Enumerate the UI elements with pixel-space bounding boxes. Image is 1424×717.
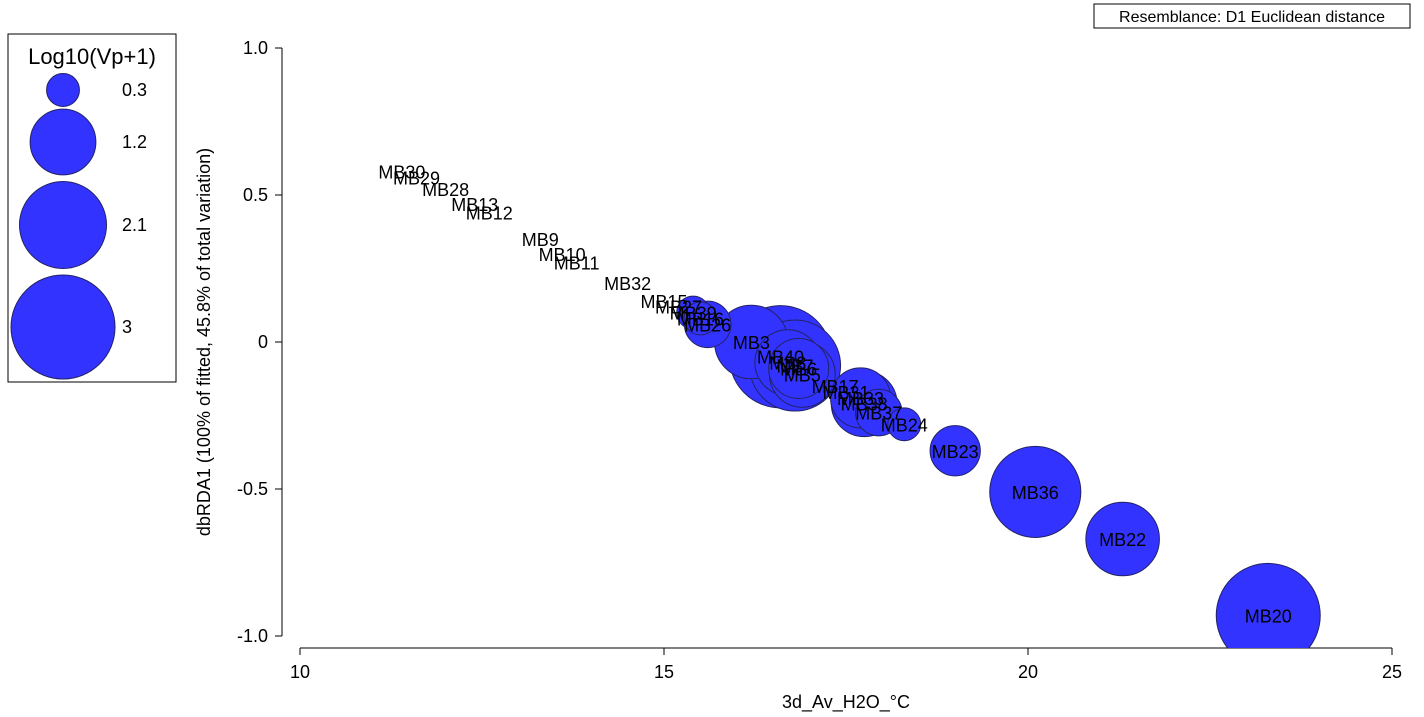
point-label: MB15 [640, 292, 687, 312]
legend-label: 3 [122, 317, 132, 337]
point-label: MB33 [837, 389, 884, 409]
point-label: MB6 [780, 359, 817, 379]
point-label: MB39 [670, 304, 717, 324]
point-label: MB40 [757, 348, 804, 368]
point-label: MB30 [378, 162, 425, 182]
point-label: MB8 [769, 354, 806, 374]
legend-entries: 0.3 1.2 2.1 3 [10, 73, 147, 380]
legend-label: 2.1 [122, 215, 147, 235]
legend-bubble [29, 108, 97, 176]
y-tick-label: 0.5 [243, 185, 268, 205]
point-label: MB7 [777, 357, 814, 377]
legend-label: 1.2 [122, 132, 147, 152]
legend: Log10(Vp+1) 0.3 1.2 2.1 3 [7, 33, 177, 383]
legend-bubble [18, 180, 108, 270]
point-label: MB29 [393, 168, 440, 188]
y-ticks: 1.0 0.5 0 -0.5 -1.0 [237, 38, 282, 646]
data-bubble [683, 301, 718, 336]
data-bubble [1085, 501, 1160, 577]
point-label: MB12 [466, 204, 513, 224]
point-label: MB13 [451, 195, 498, 215]
point-label: MB11 [554, 254, 600, 274]
point-label: MB17 [812, 377, 859, 397]
resemblance-annotation: Resemblance: D1 Euclidean distance [1093, 3, 1411, 29]
legend-label: 0.3 [122, 80, 147, 100]
y-tick-label: 1.0 [243, 38, 268, 58]
annotation-text: Resemblance: D1 Euclidean distance [1119, 9, 1385, 26]
point-label: MB9 [522, 230, 559, 250]
data-bubble [929, 425, 981, 477]
x-tick-label: 20 [1018, 662, 1038, 682]
point-label: MB24 [881, 415, 928, 435]
x-tick-label: 10 [290, 662, 310, 682]
point-label: MB16 [677, 309, 724, 329]
x-tick-label: 25 [1382, 662, 1402, 682]
data-bubble [1215, 562, 1321, 648]
data-bubble [989, 445, 1082, 538]
point-label: MB28 [422, 180, 469, 200]
data-bubble [768, 337, 830, 399]
y-tick-label: 0 [258, 332, 268, 352]
point-label: MB27 [655, 298, 702, 318]
point-label: MB22 [1099, 530, 1146, 550]
y-axis: 1.0 0.5 0 -0.5 -1.0 dbRDA1 (100% of fitted, … [194, 38, 283, 646]
x-axis: 10 15 20 25 3d_Av_H2O_°C [290, 647, 1402, 713]
x-tick-label: 15 [654, 662, 674, 682]
point-label: MB31 [822, 383, 869, 403]
point-label: MB5 [784, 365, 821, 385]
point-label: MB26 [684, 315, 731, 335]
data-bubble [887, 407, 922, 442]
point-label: MB38 [841, 395, 888, 415]
point-label: MB3 [733, 333, 770, 353]
point-label: MB37 [855, 404, 902, 424]
point-label: MB10 [539, 245, 586, 265]
point-label: MB20 [1245, 606, 1292, 626]
y-axis-label: dbRDA1 (100% of fitted, 45.8% of total v… [194, 148, 214, 536]
point-label: MB32 [604, 274, 651, 294]
x-ticks: 10 15 20 25 [290, 648, 1402, 682]
point-label: MB36 [1012, 483, 1059, 503]
data-points: MB30MB29MB28MB13MB12MB9MB10MB11MB32MB15M… [378, 162, 1321, 648]
legend-bubble [46, 73, 80, 107]
annotation-box [1093, 3, 1411, 29]
x-axis-label: 3d_Av_H2O_°C [782, 692, 910, 713]
y-tick-label: -1.0 [237, 626, 268, 646]
legend-title: Log10(Vp+1) [28, 44, 156, 69]
legend-bubble [10, 274, 116, 380]
point-label: MB23 [932, 442, 979, 462]
y-tick-label: -0.5 [237, 479, 268, 499]
